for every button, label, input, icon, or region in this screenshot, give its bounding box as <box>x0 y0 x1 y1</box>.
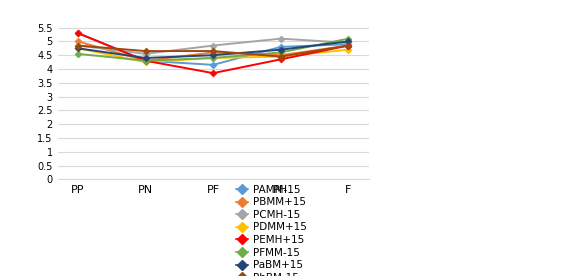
Legend: PAMM-15, PBMM+15, PCMH-15, PDMM+15, PEMH+15, PFMM-15, PaBM+15, PbBM-15: PAMM-15, PBMM+15, PCMH-15, PDMM+15, PEMH… <box>236 185 307 276</box>
